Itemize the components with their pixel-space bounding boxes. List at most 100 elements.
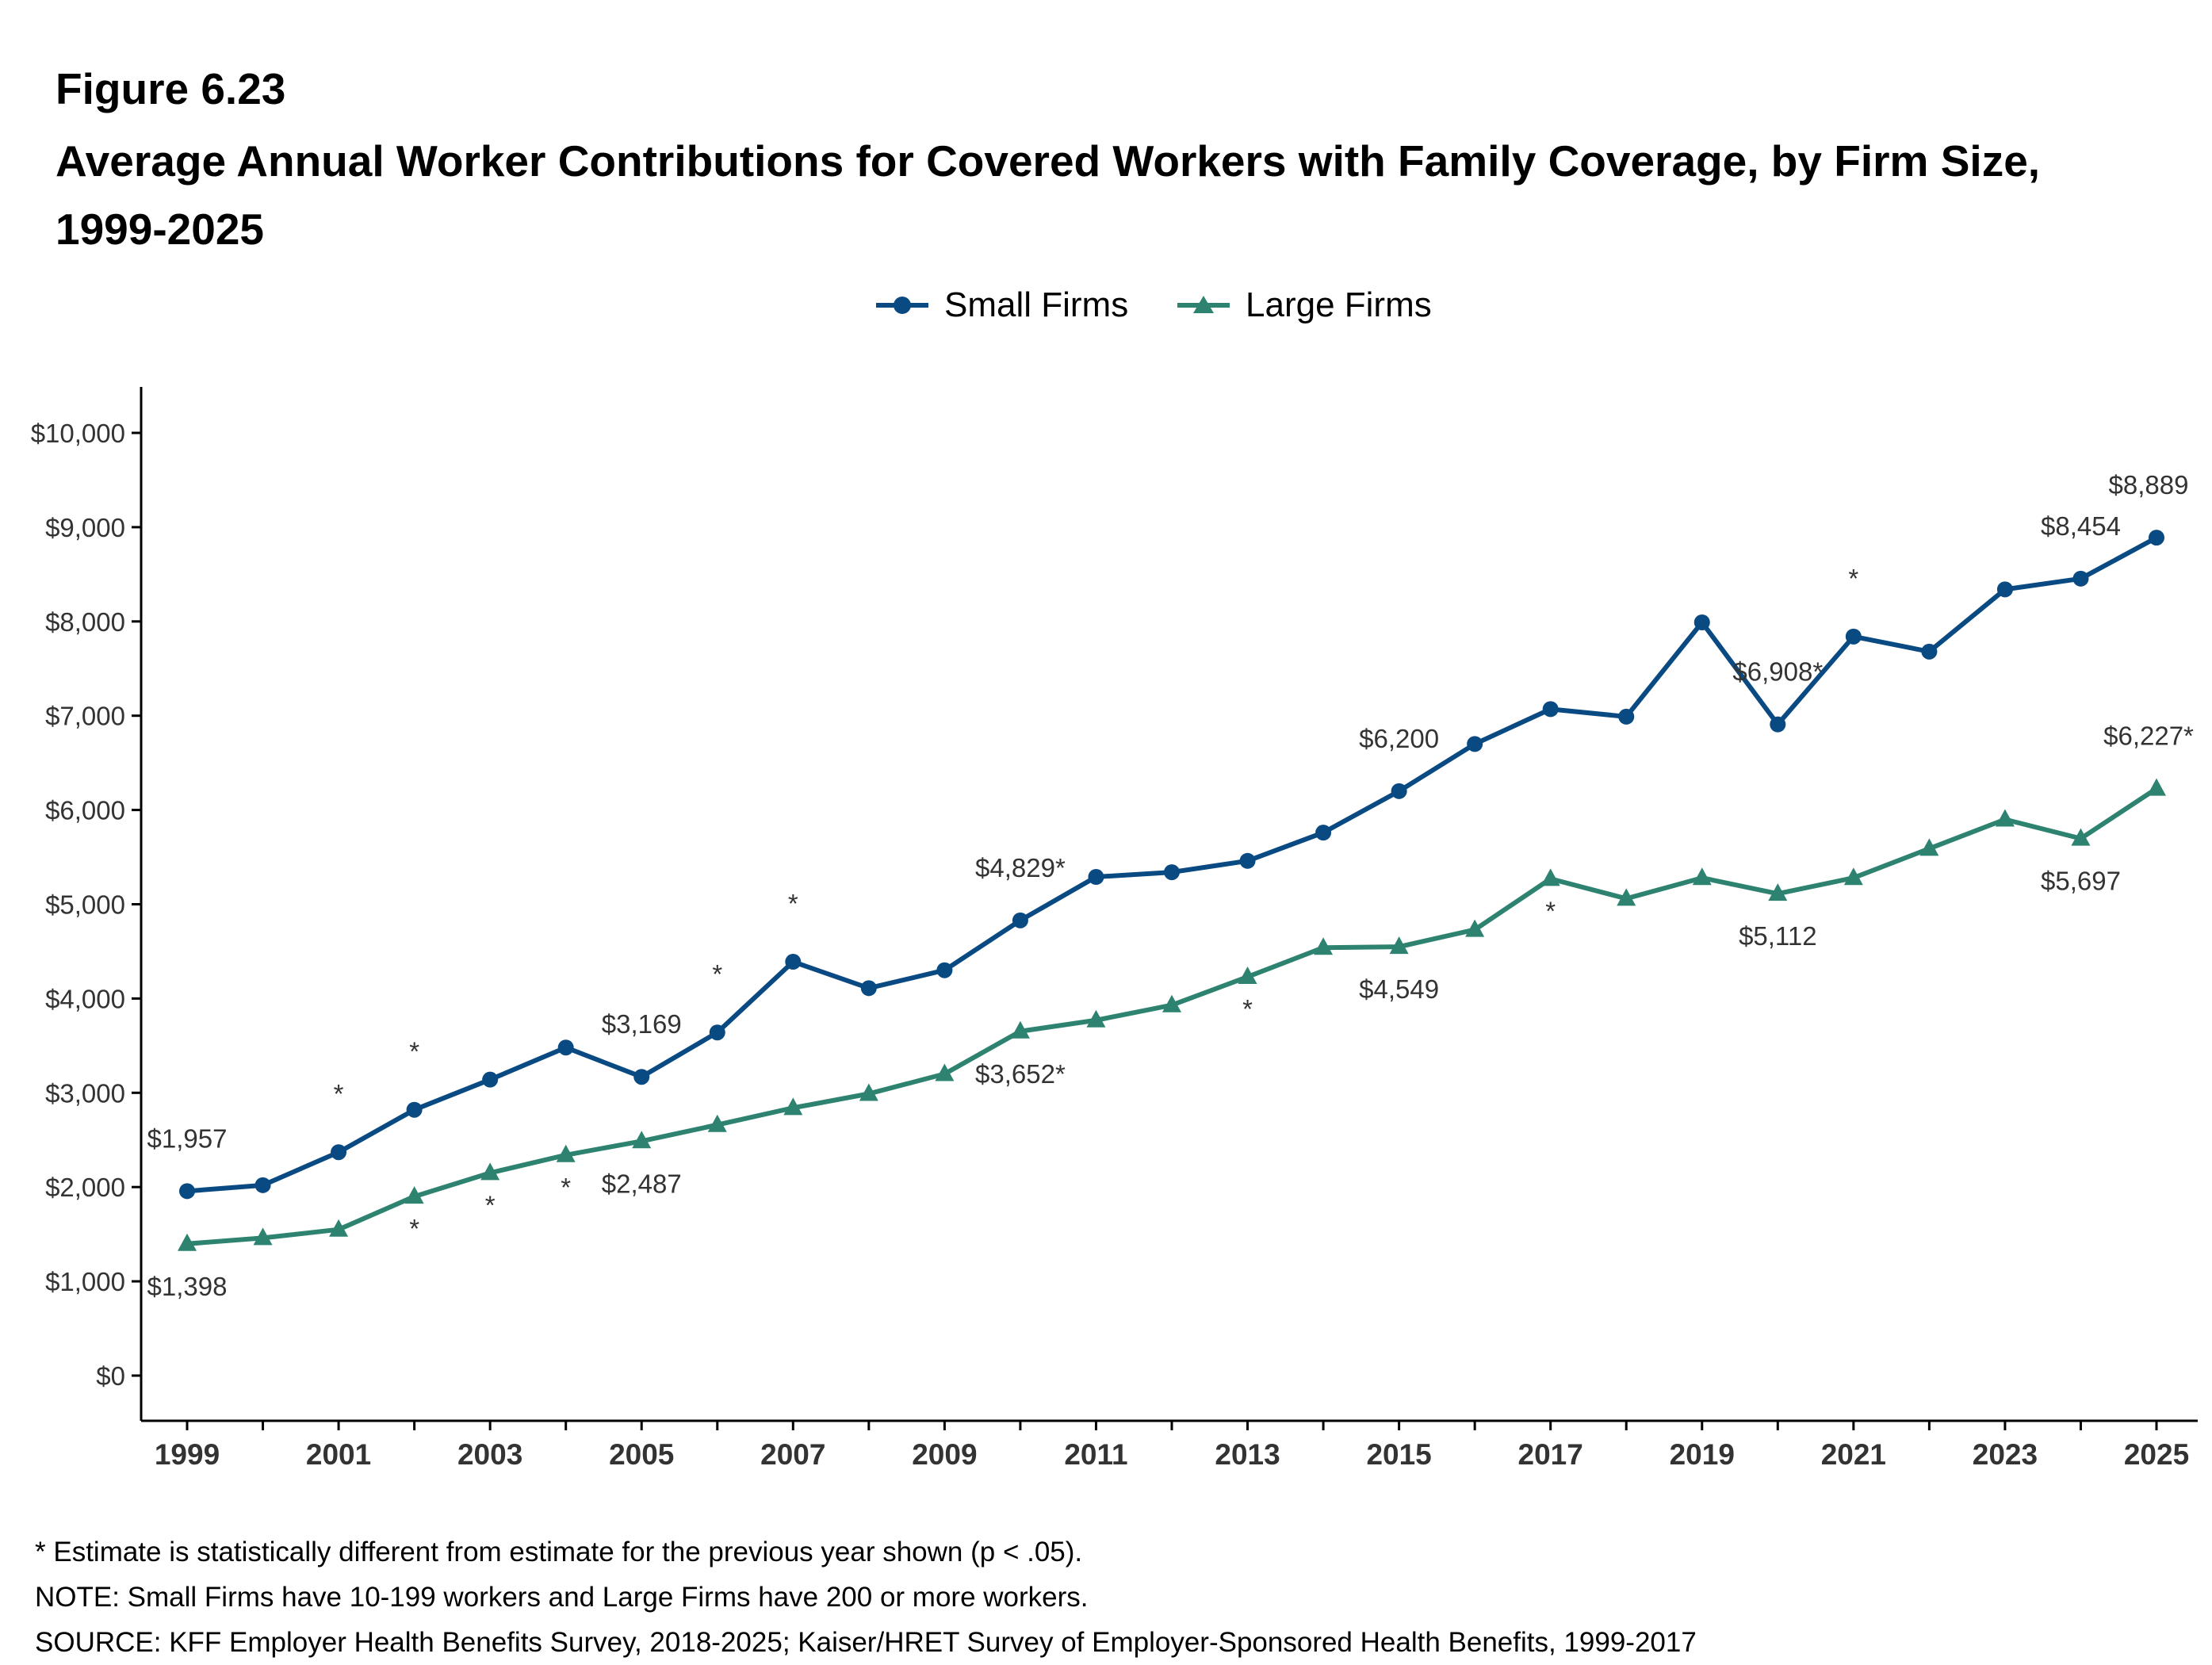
large-firms-data-label: $2,487 — [602, 1169, 682, 1198]
large-firms-data-label: $1,398 — [147, 1272, 228, 1301]
large-firms-point — [1086, 1009, 1106, 1028]
x-tick-label: 2009 — [912, 1438, 977, 1471]
large-firms-point — [632, 1131, 652, 1149]
large-firms-point — [1465, 919, 1485, 937]
small-firms-data-label: $1,957 — [147, 1123, 228, 1153]
small-firms-significance-marker: * — [334, 1079, 344, 1108]
small-firms-point — [1618, 708, 1635, 725]
y-tick-label: $10,000 — [31, 419, 125, 448]
large-firms-point — [2071, 828, 2091, 846]
small-firms-point — [1770, 716, 1786, 733]
x-tick-label: 2005 — [609, 1438, 674, 1471]
small-firms-point — [1164, 864, 1180, 881]
legend-key-large-firms — [1177, 296, 1230, 313]
small-firms-significance-marker: * — [1848, 564, 1858, 593]
large-firms-significance-marker: * — [409, 1214, 419, 1243]
small-firms-point — [936, 962, 953, 978]
small-firms-point — [1921, 643, 1938, 660]
legend-item-small-firms: Small Firms — [876, 278, 1128, 333]
small-firms-significance-marker: * — [712, 959, 722, 989]
chart-legend: Small Firms Large Firms — [0, 278, 2212, 333]
small-firms-point — [1239, 852, 1256, 869]
large-firms-data-label: $5,112 — [1739, 921, 1816, 951]
large-firms-point — [1389, 936, 1409, 955]
large-firms-point — [1919, 838, 1939, 856]
large-firms-point — [178, 1233, 197, 1251]
x-tick-label: 2023 — [1973, 1438, 2038, 1471]
small-firms-point — [1391, 783, 1407, 799]
x-tick-label: 2007 — [760, 1438, 825, 1471]
large-firms-significance-marker: * — [561, 1173, 571, 1202]
large-firms-data-label: $5,697 — [2041, 867, 2121, 896]
small-firms-point — [633, 1069, 650, 1085]
small-firms-point — [331, 1144, 347, 1161]
x-tick-label: 2013 — [1215, 1438, 1280, 1471]
large-firms-point — [783, 1097, 803, 1116]
large-firms-data-label: $4,549 — [1359, 974, 1439, 1004]
large-firms-point — [556, 1144, 576, 1162]
x-tick-label: 2021 — [1821, 1438, 1886, 1471]
large-firms-point — [2147, 778, 2166, 796]
x-tick-label: 2015 — [1366, 1438, 1431, 1471]
legend-label-small-firms: Small Firms — [944, 285, 1129, 324]
x-tick-label: 2003 — [457, 1438, 522, 1471]
large-firms-significance-marker: * — [1545, 896, 1556, 925]
x-tick-label: 1999 — [155, 1438, 220, 1471]
small-firms-point — [179, 1183, 195, 1200]
small-firms-point — [1315, 825, 1332, 841]
small-firms-point — [557, 1039, 574, 1056]
large-firms-point — [1995, 809, 2015, 827]
y-tick-label: $8,000 — [45, 607, 125, 637]
large-firms-point — [707, 1114, 727, 1132]
small-firms-significance-marker: * — [409, 1037, 419, 1066]
large-firms-point — [1843, 867, 1863, 886]
large-firms-point — [404, 1186, 424, 1204]
y-tick-label: $5,000 — [45, 890, 125, 920]
large-firms-point — [253, 1227, 273, 1246]
small-firms-point — [1996, 581, 2013, 598]
small-firms-data-label: $6,200 — [1359, 724, 1439, 753]
footnote-significance: * Estimate is statistically different fr… — [35, 1537, 1083, 1567]
footnote-note: NOTE: Small Firms have 10-199 workers an… — [35, 1582, 1089, 1613]
large-firms-point — [1692, 867, 1712, 886]
large-firms-data-label: $3,652* — [975, 1059, 1066, 1089]
y-tick-label: $2,000 — [45, 1173, 125, 1202]
large-firms-significance-marker: * — [1242, 994, 1253, 1024]
footnote-source: SOURCE: KFF Employer Health Benefits Sur… — [35, 1627, 1697, 1658]
small-firms-point — [406, 1101, 423, 1118]
small-firms-point — [1542, 701, 1559, 718]
y-tick-label: $0 — [96, 1361, 125, 1391]
small-firms-point — [1693, 614, 1710, 630]
small-firms-significance-marker: * — [788, 889, 798, 918]
y-tick-label: $9,000 — [45, 513, 125, 542]
x-tick-label: 2017 — [1518, 1438, 1583, 1471]
small-firms-point — [709, 1024, 725, 1041]
y-tick-label: $4,000 — [45, 984, 125, 1013]
y-tick-label: $7,000 — [45, 702, 125, 731]
figure-label: Figure 6.23 — [55, 64, 286, 113]
large-firms-point — [1238, 966, 1257, 985]
large-firms-significance-marker: * — [485, 1190, 496, 1219]
small-firms-point — [2072, 570, 2089, 587]
large-firms-point — [935, 1063, 955, 1081]
y-tick-label: $3,000 — [45, 1078, 125, 1108]
large-firms-point — [1010, 1020, 1030, 1039]
large-firms-line — [186, 787, 2158, 1246]
small-firms-point — [482, 1071, 499, 1088]
legend-label-large-firms: Large Firms — [1246, 285, 1432, 324]
small-firms-point — [860, 980, 877, 997]
large-firms-data-label: $6,227* — [2103, 722, 2194, 751]
small-firms-point — [1088, 869, 1104, 886]
large-firms-point — [1540, 868, 1560, 886]
large-firms-point — [1162, 994, 1181, 1012]
small-firms-point — [1845, 628, 1862, 645]
small-firms-point — [1012, 912, 1028, 928]
x-tick-label: 2025 — [2124, 1438, 2189, 1471]
legend-key-small-firms — [876, 297, 928, 314]
large-firms-point — [859, 1083, 878, 1101]
small-firms-point — [785, 954, 802, 970]
small-firms-data-label: $8,889 — [2109, 470, 2189, 500]
small-firms-data-label: $6,908* — [1732, 657, 1823, 687]
x-tick-label: 2001 — [306, 1438, 371, 1471]
